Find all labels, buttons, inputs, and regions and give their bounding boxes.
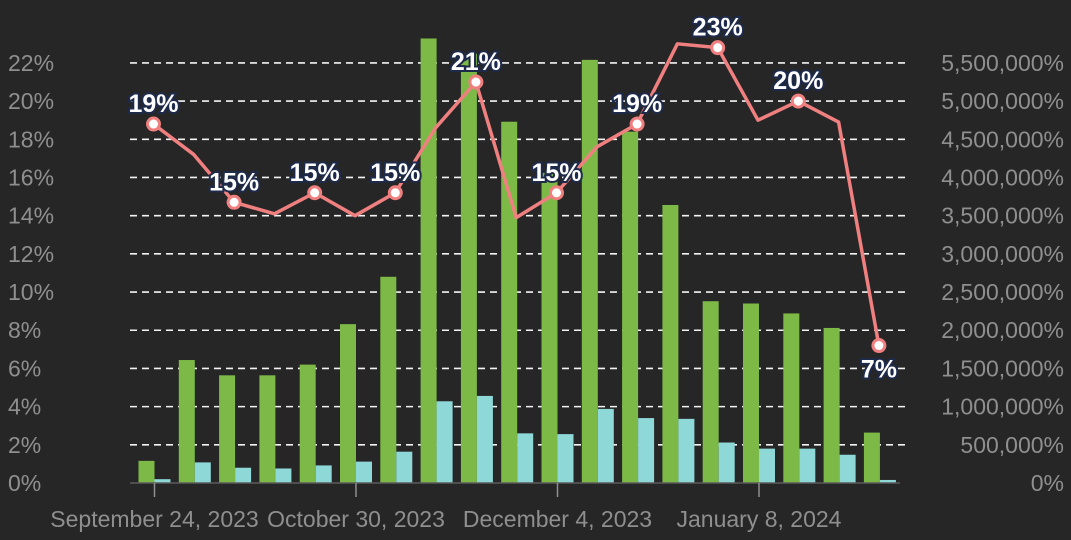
data-label: 15% [531, 159, 581, 187]
bar-green [702, 301, 719, 483]
left-tick-label: 12% [8, 241, 54, 267]
line-marker [226, 194, 242, 210]
bar-green [299, 364, 316, 483]
bar-cyan [678, 418, 695, 483]
right-axis-ticks: 0% 500,000% 1,000,000% 1,500,000% 2,000,000%… [941, 50, 1064, 496]
bar-cyan [476, 395, 493, 483]
data-label: 19% [612, 90, 662, 118]
bars [138, 38, 896, 484]
bar-cyan [315, 465, 332, 483]
right-tick-label: 3,000,000% [941, 241, 1064, 267]
data-labels: 19% 15% 15% 15% 21% 15% 19% 23% 20% 7% [126, 12, 898, 386]
x-tick-label: December 4, 2023 [463, 506, 652, 532]
line-marker [871, 338, 887, 354]
left-tick-label: 16% [8, 164, 54, 190]
bar-green [340, 324, 356, 483]
right-tick-label: 3,500,000% [941, 203, 1064, 229]
right-tick-label: 1,500,000% [941, 355, 1064, 381]
bar-cyan [235, 467, 252, 483]
line-marker [146, 116, 161, 132]
bar-cyan [194, 462, 211, 483]
bar-green [863, 432, 880, 483]
line-marker [549, 185, 564, 201]
bar-cyan [356, 461, 372, 483]
left-tick-label: 4% [8, 394, 41, 420]
bar-cyan [557, 434, 574, 483]
right-tick-label: 4,000,000% [941, 164, 1064, 190]
line-marker [307, 185, 323, 201]
bar-green [138, 460, 155, 483]
bar-cyan [879, 479, 896, 483]
bar-green [783, 313, 800, 483]
bar-green [541, 172, 558, 483]
bar-green [743, 303, 759, 483]
left-tick-label: 20% [8, 88, 54, 114]
bar-cyan [597, 408, 614, 483]
right-tick-label: 0% [1031, 470, 1064, 496]
x-tick-label: September 24, 2023 [50, 506, 258, 532]
bar-cyan [396, 451, 413, 483]
line-path [152, 42, 881, 346]
bar-green [622, 131, 639, 484]
line-marker [468, 74, 484, 90]
x-tick-label: January 8, 2024 [677, 506, 842, 532]
right-tick-label: 4,500,000% [941, 126, 1064, 152]
bar-green [219, 375, 236, 483]
data-label: 21% [451, 48, 501, 76]
right-tick-label: 2,500,000% [941, 279, 1064, 305]
left-tick-label: 18% [8, 126, 54, 152]
bar-green [420, 38, 437, 483]
bar-green [581, 59, 598, 484]
line-marker [790, 93, 806, 109]
bar-cyan [759, 448, 775, 483]
right-tick-label: 1,000,000% [941, 394, 1064, 420]
left-tick-label: 22% [8, 50, 54, 76]
data-label: 15% [370, 159, 420, 187]
left-tick-label: 8% [8, 317, 41, 343]
right-tick-label: 5,500,000% [941, 50, 1064, 76]
line-series [146, 40, 887, 354]
left-tick-label: 10% [8, 279, 54, 305]
bar-green [380, 276, 397, 483]
bar-cyan [436, 401, 453, 483]
bar-cyan [839, 454, 856, 483]
bar-green [662, 204, 679, 483]
line-marker [629, 116, 645, 132]
line-marker [387, 185, 403, 201]
left-tick-label: 6% [8, 355, 41, 381]
x-tick-label: October 30, 2023 [267, 506, 445, 532]
left-tick-label: 2% [8, 432, 41, 458]
right-tick-label: 5,000,000% [941, 88, 1064, 114]
bar-green [259, 375, 276, 483]
bar-cyan [718, 442, 735, 483]
left-tick-label: 14% [8, 203, 54, 229]
bar-cyan [154, 479, 171, 483]
data-label: 7% [861, 356, 897, 384]
bar-green [823, 327, 840, 483]
right-tick-label: 500,000% [960, 432, 1064, 458]
bar-cyan [638, 418, 655, 483]
left-tick-label: 0% [8, 470, 41, 496]
x-axis-ticks: September 24, 2023 October 30, 2023 Decemb… [50, 483, 842, 532]
right-tick-label: 2,000,000% [941, 317, 1064, 343]
bar-green [178, 360, 195, 483]
data-label: 15% [290, 159, 340, 187]
data-label: 20% [773, 67, 823, 95]
bar-cyan [517, 433, 534, 483]
bar-cyan [275, 468, 292, 483]
data-label: 15% [209, 168, 259, 196]
bar-cyan [799, 448, 816, 483]
bar-green [460, 53, 477, 483]
data-label: 23% [693, 14, 743, 42]
data-label: 19% [128, 90, 178, 118]
line-marker [710, 40, 726, 56]
left-axis-ticks: 0% 2% 4% 6% 8% 10% 12% 14% 16% 18% 20% 22% [8, 50, 54, 496]
